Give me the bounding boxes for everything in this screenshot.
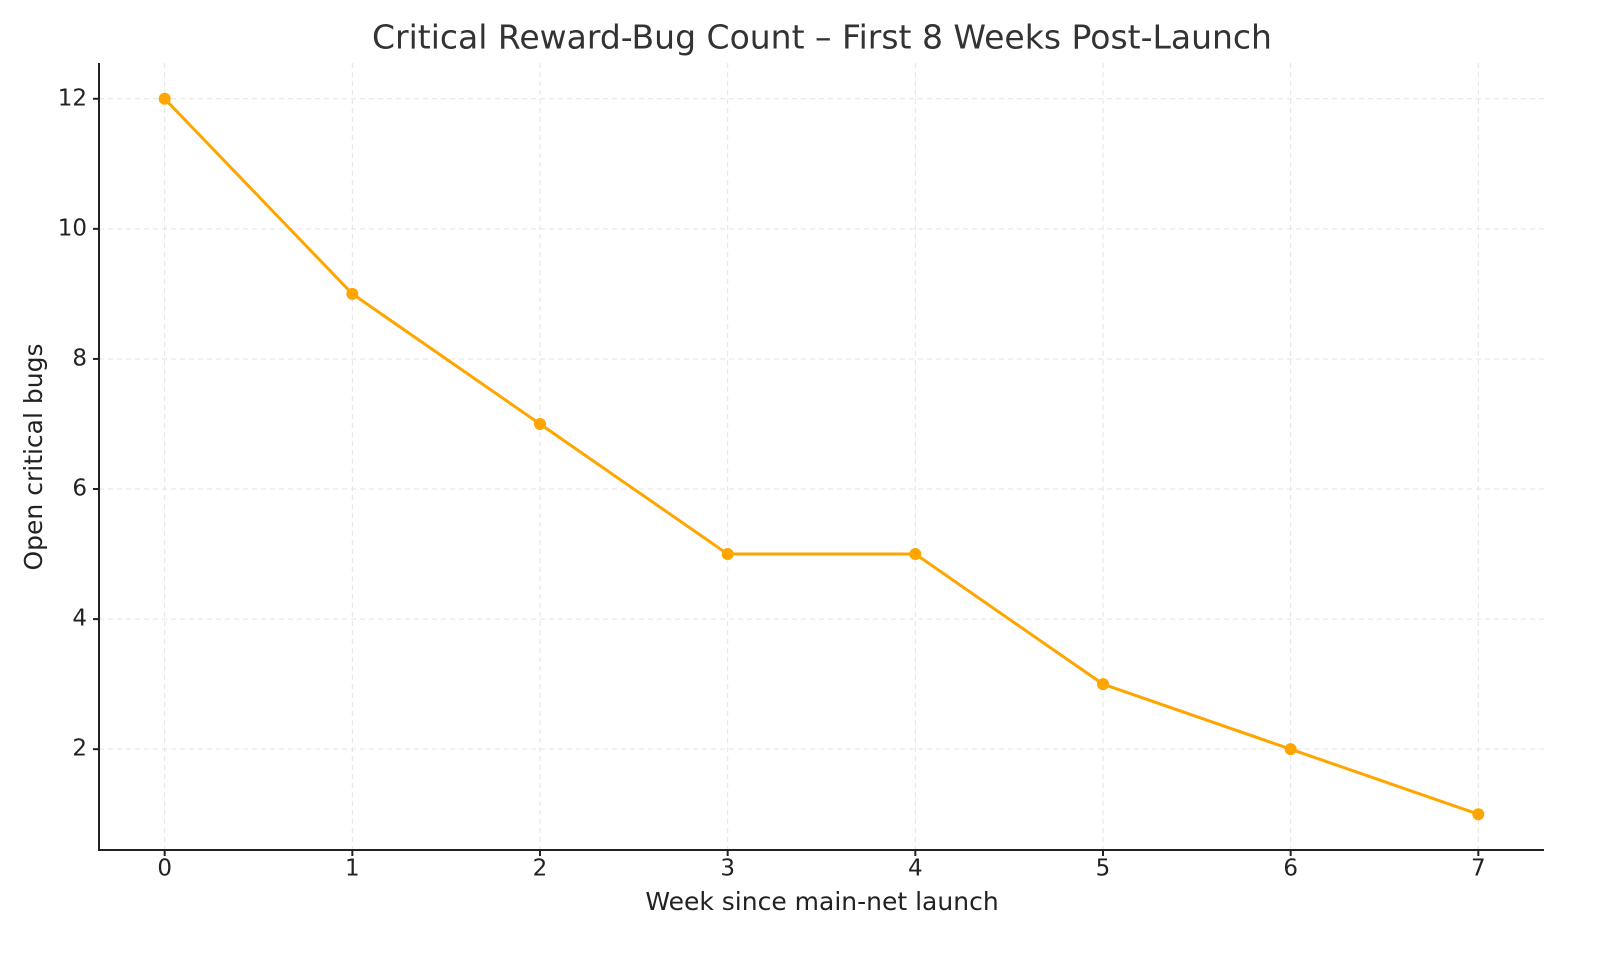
- chart-title: Critical Reward-Bug Count – First 8 Week…: [372, 18, 1272, 57]
- data-point: [158, 92, 171, 105]
- y-tick-label: 6: [72, 476, 87, 502]
- x-tick-label: 6: [1283, 856, 1298, 882]
- y-tick-label: 4: [72, 606, 87, 632]
- y-tick-label: 12: [58, 85, 87, 111]
- data-point: [346, 287, 359, 300]
- y-tick-label: 10: [58, 215, 87, 241]
- x-tick-label: 7: [1471, 856, 1486, 882]
- x-tick-label: 2: [533, 856, 548, 882]
- data-point: [534, 417, 547, 430]
- x-tick-label: 4: [908, 856, 923, 882]
- y-tick-label: 2: [72, 736, 87, 762]
- data-point: [1284, 743, 1297, 756]
- y-tick-label: 8: [72, 345, 87, 371]
- data-point: [721, 548, 734, 561]
- x-tick-label: 1: [345, 856, 360, 882]
- x-tick-label: 0: [157, 856, 172, 882]
- data-point: [909, 548, 922, 561]
- data-point: [1472, 808, 1485, 821]
- x-axis-label: Week since main-net launch: [645, 887, 998, 916]
- x-tick-label: 5: [1096, 856, 1111, 882]
- data-point: [1096, 678, 1109, 691]
- x-tick-label: 3: [720, 856, 735, 882]
- series-line: [163, 97, 1479, 816]
- y-axis-label: Open critical bugs: [19, 343, 48, 570]
